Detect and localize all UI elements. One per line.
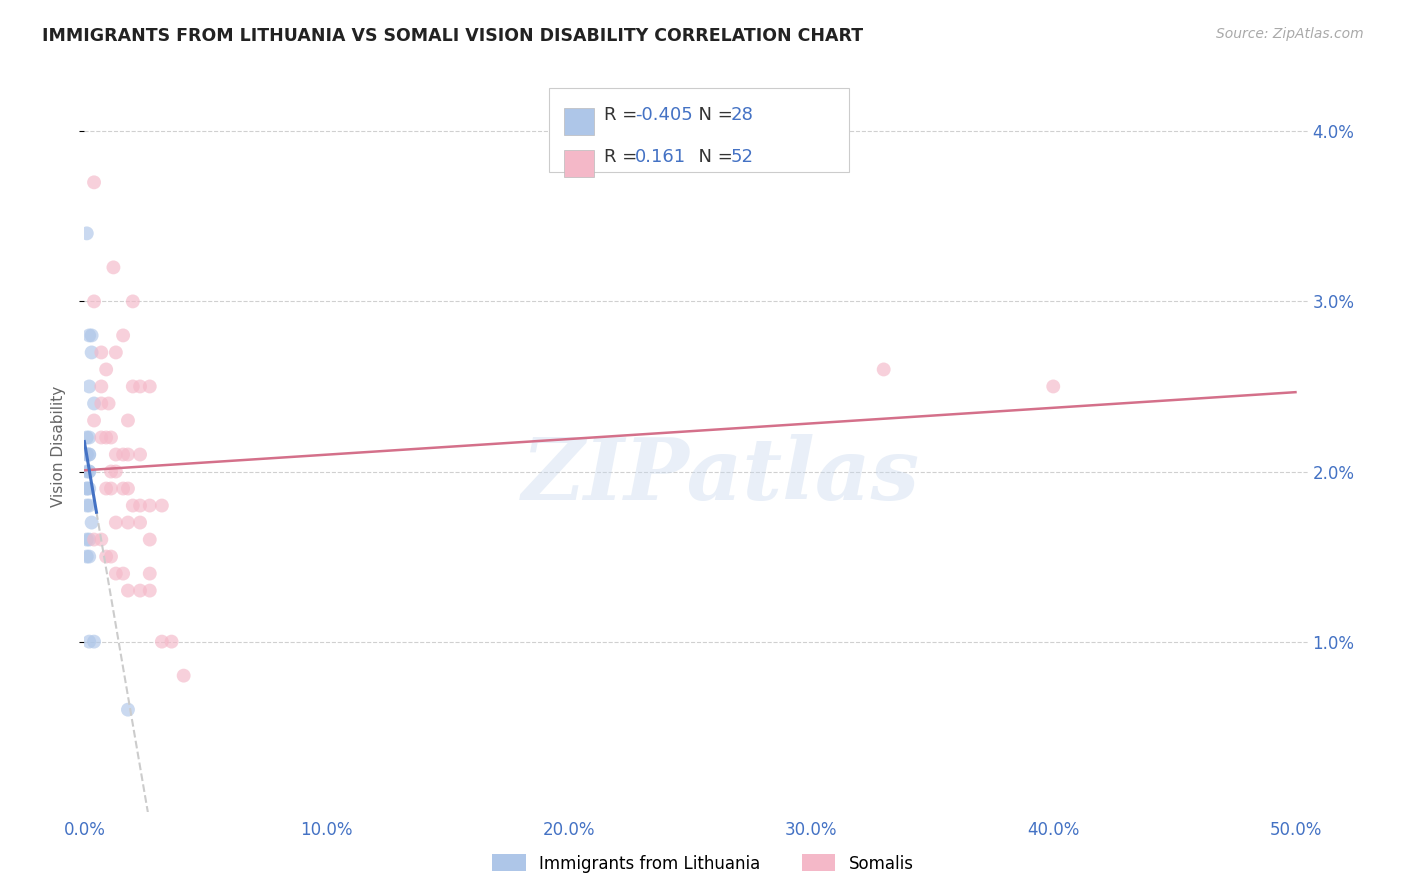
Point xyxy=(117,516,139,530)
Point xyxy=(90,345,112,359)
Text: N =: N = xyxy=(688,148,740,166)
Point xyxy=(77,379,100,393)
Point xyxy=(121,379,143,393)
Point xyxy=(112,448,135,462)
Text: 0.161: 0.161 xyxy=(636,148,686,166)
Text: Source: ZipAtlas.com: Source: ZipAtlas.com xyxy=(1216,27,1364,41)
Point xyxy=(80,328,103,343)
Point xyxy=(104,345,127,359)
FancyBboxPatch shape xyxy=(550,87,849,171)
Point xyxy=(100,482,122,496)
Point xyxy=(100,549,122,564)
Text: 28: 28 xyxy=(730,106,754,124)
Point xyxy=(76,430,98,444)
Point xyxy=(76,448,98,462)
Point xyxy=(173,668,195,682)
Point xyxy=(83,533,105,547)
Point xyxy=(117,413,139,427)
Point xyxy=(104,448,127,462)
Point xyxy=(83,634,105,648)
Point xyxy=(139,499,162,513)
Point xyxy=(90,533,112,547)
Point xyxy=(100,430,122,444)
Point xyxy=(77,465,100,479)
Point xyxy=(77,499,100,513)
Point xyxy=(100,465,122,479)
Point xyxy=(76,227,98,241)
Point xyxy=(96,549,118,564)
Point xyxy=(129,583,152,598)
Point xyxy=(139,566,162,581)
Point xyxy=(96,362,118,376)
Point xyxy=(117,703,139,717)
Point xyxy=(83,294,105,309)
Text: IMMIGRANTS FROM LITHUANIA VS SOMALI VISION DISABILITY CORRELATION CHART: IMMIGRANTS FROM LITHUANIA VS SOMALI VISI… xyxy=(42,27,863,45)
Point xyxy=(77,634,100,648)
Point xyxy=(112,566,135,581)
Point xyxy=(121,499,143,513)
Point xyxy=(76,549,98,564)
Y-axis label: Vision Disability: Vision Disability xyxy=(51,385,66,507)
Point xyxy=(76,465,98,479)
Point xyxy=(129,516,152,530)
Text: R =: R = xyxy=(605,106,643,124)
Point xyxy=(117,583,139,598)
Point xyxy=(97,396,120,410)
Point xyxy=(104,465,127,479)
Legend: Immigrants from Lithuania, Somalis: Immigrants from Lithuania, Somalis xyxy=(485,847,921,880)
Point xyxy=(96,482,118,496)
Point xyxy=(76,482,98,496)
Bar xyxy=(564,109,595,135)
Point xyxy=(104,566,127,581)
Point xyxy=(77,448,100,462)
Point xyxy=(112,328,135,343)
Point xyxy=(76,499,98,513)
Text: N =: N = xyxy=(688,106,740,124)
Point xyxy=(76,533,98,547)
Point xyxy=(121,294,143,309)
Point xyxy=(83,175,105,189)
Point xyxy=(160,634,183,648)
Point xyxy=(129,499,152,513)
Point xyxy=(112,482,135,496)
Point xyxy=(83,396,105,410)
Point xyxy=(150,634,173,648)
Point xyxy=(873,362,896,376)
Point xyxy=(77,533,100,547)
Point xyxy=(77,328,100,343)
Point xyxy=(104,516,127,530)
Point xyxy=(139,379,162,393)
Point xyxy=(77,430,100,444)
Text: R =: R = xyxy=(605,148,643,166)
Point xyxy=(117,448,139,462)
Point xyxy=(129,379,152,393)
Point xyxy=(90,396,112,410)
Point xyxy=(77,549,100,564)
Point xyxy=(96,430,118,444)
Point xyxy=(103,260,125,275)
Point xyxy=(83,413,105,427)
Point xyxy=(117,482,139,496)
Point xyxy=(90,379,112,393)
Bar xyxy=(564,151,595,177)
Point xyxy=(76,482,98,496)
Point xyxy=(129,448,152,462)
Point xyxy=(80,516,103,530)
Point xyxy=(90,430,112,444)
Text: -0.405: -0.405 xyxy=(636,106,693,124)
Text: ZIPatlas: ZIPatlas xyxy=(522,434,920,517)
Point xyxy=(80,345,103,359)
Point xyxy=(139,533,162,547)
Point xyxy=(77,482,100,496)
Point xyxy=(77,448,100,462)
Text: 52: 52 xyxy=(730,148,754,166)
Point xyxy=(150,499,173,513)
Point xyxy=(1042,379,1064,393)
Point xyxy=(139,583,162,598)
Point xyxy=(76,448,98,462)
Point xyxy=(77,465,100,479)
